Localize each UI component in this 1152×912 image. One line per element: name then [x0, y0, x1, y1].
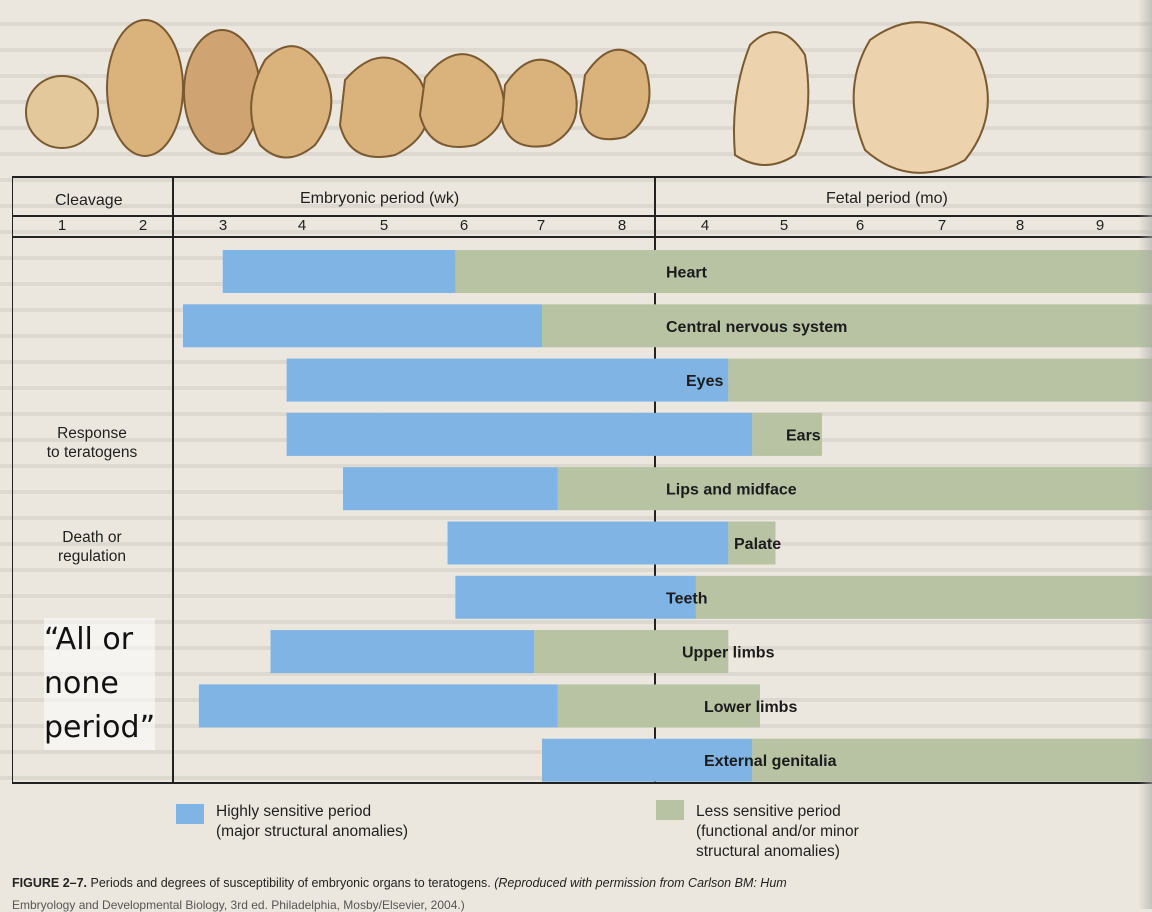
all-or-none-period-label: “All or none period” — [44, 618, 156, 750]
embryo-week4-icon — [250, 45, 333, 159]
header-cleavage: Cleavage — [55, 192, 123, 209]
x-tick-label: 6 — [855, 217, 865, 234]
x-tick-label: 8 — [1015, 217, 1025, 234]
left-column-divider — [172, 176, 174, 782]
x-tick-label: 7 — [536, 217, 546, 234]
death-or-regulation-label: Death or regulation — [57, 529, 127, 565]
embryo-week3-icon — [183, 29, 261, 155]
embryo-cleavage-icon — [25, 75, 99, 149]
x-tick-label: 2 — [138, 217, 148, 234]
legend-less-sensitive-swatch — [656, 800, 684, 820]
header-row-divider — [12, 215, 1152, 217]
figure-label: FIGURE 2–7. — [12, 876, 88, 890]
fetus-month4-icon — [733, 31, 810, 166]
legend-highly-sensitive-text: Highly sensitive period (major structura… — [216, 803, 409, 840]
x-tick-label: 7 — [937, 217, 947, 234]
x-tick-label: 9 — [1095, 217, 1105, 234]
embryo-illustrations — [25, 19, 989, 174]
embryo-week6-icon — [418, 53, 505, 148]
x-tick-label: 3 — [218, 217, 228, 234]
embryo-week7-icon — [500, 58, 578, 148]
embryo-week2-icon — [106, 19, 184, 157]
x-tick-label: 1 — [57, 217, 67, 234]
legend-highly-sensitive-swatch — [176, 804, 204, 824]
response-to-teratogens-label: Response to teratogens — [46, 425, 138, 461]
x-tick-label: 5 — [379, 217, 389, 234]
embryo-week8-icon — [578, 48, 651, 141]
figure-caption-credit: (Reproduced with permission from Carlson… — [494, 876, 787, 890]
embryonic-fetal-divider — [654, 176, 656, 782]
figure-caption-text: Periods and degrees of susceptibility of… — [90, 876, 491, 890]
x-tick-label: 4 — [700, 217, 710, 234]
header-embryonic-period: Embryonic period (wk) — [300, 190, 460, 207]
x-tick-label: 6 — [459, 217, 469, 234]
tick-row-divider — [12, 236, 1152, 238]
legend-less-sensitive-text: Less sensitive period (functional and/or… — [696, 803, 859, 860]
fetus-month9-icon — [852, 21, 989, 174]
page-gutter-shadow — [1138, 0, 1152, 909]
header-fetal-period: Fetal period (mo) — [826, 190, 948, 207]
chart-table — [12, 176, 1152, 784]
figure-caption: FIGURE 2–7. Periods and degrees of susce… — [12, 876, 787, 890]
embryo-week5-icon — [338, 56, 430, 158]
x-tick-label: 8 — [617, 217, 627, 234]
figure-caption-credit-line2: Embryology and Developmental Biology, 3r… — [12, 898, 465, 912]
x-tick-label: 5 — [779, 217, 789, 234]
x-tick-label: 4 — [297, 217, 307, 234]
